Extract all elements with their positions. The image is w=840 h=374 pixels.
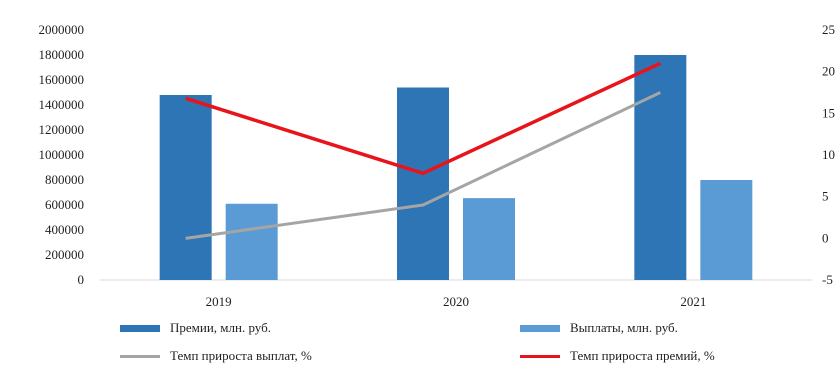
y-left-tick-label: 1000000 — [39, 147, 85, 162]
line-payout-growth — [185, 91, 661, 240]
y-left-tick-label: 0 — [78, 272, 85, 287]
bar-payouts — [700, 180, 753, 280]
legend-swatch-payout-growth — [120, 354, 160, 358]
y-left-tick-label: 2000000 — [39, 22, 85, 37]
y-right-tick-label: 25 — [822, 22, 835, 37]
y-left-tick-label: 600000 — [45, 197, 84, 212]
combo-chart: 0 200000 400000 600000 800000 1000000 1200000 1… — [39, 22, 836, 309]
legend-item-premiums: Премии, млн. руб. — [120, 320, 271, 336]
legend-label-premiums: Премии, млн. руб. — [170, 320, 271, 335]
y-left-tick-label: 1400000 — [39, 97, 85, 112]
y-right-tick-label: 15 — [822, 105, 835, 120]
y-left-tick-label: 400000 — [45, 222, 84, 237]
y-right-tick-label: 10 — [822, 147, 835, 162]
legend-item-payout-growth: Темп прироста выплат, % — [120, 348, 312, 364]
y-right-tick-label: 5 — [822, 189, 829, 204]
legend-swatch-payouts — [520, 324, 560, 332]
bar-premiums — [397, 87, 449, 280]
line-premium-growth — [185, 61, 662, 176]
x-tick-label: 2019 — [206, 294, 232, 309]
y-left-tick-label: 1600000 — [39, 72, 85, 87]
y-right-tick-label: 0 — [822, 230, 829, 245]
legend: Премии, млн. руб. Выплаты, млн. руб. Тем… — [0, 318, 840, 374]
bar-premiums — [159, 95, 212, 280]
bar-premiums — [634, 55, 687, 280]
legend-label-premium-growth: Темп прироста премий, % — [570, 348, 715, 363]
x-tick-label: 2020 — [443, 294, 469, 309]
x-tick-label: 2021 — [680, 294, 706, 309]
legend-item-payouts: Выплаты, млн. руб. — [520, 320, 678, 336]
y-right-tick-label: 20 — [822, 64, 835, 79]
y-left-tick-label: 800000 — [45, 172, 84, 187]
legend-item-premium-growth: Темп прироста премий, % — [520, 348, 715, 364]
legend-label-payouts: Выплаты, млн. руб. — [570, 320, 678, 335]
y-left-tick-label: 1800000 — [39, 47, 85, 62]
y-left-tick-label: 200000 — [45, 247, 84, 262]
y-left-tick-label: 1200000 — [39, 122, 85, 137]
y-right-tick-label: -5 — [822, 272, 833, 287]
bar-payouts — [225, 203, 278, 280]
bar-payouts — [463, 198, 515, 280]
legend-swatch-premium-growth — [520, 354, 560, 358]
legend-label-payout-growth: Темп прироста выплат, % — [170, 348, 312, 363]
legend-swatch-premiums — [120, 324, 160, 332]
